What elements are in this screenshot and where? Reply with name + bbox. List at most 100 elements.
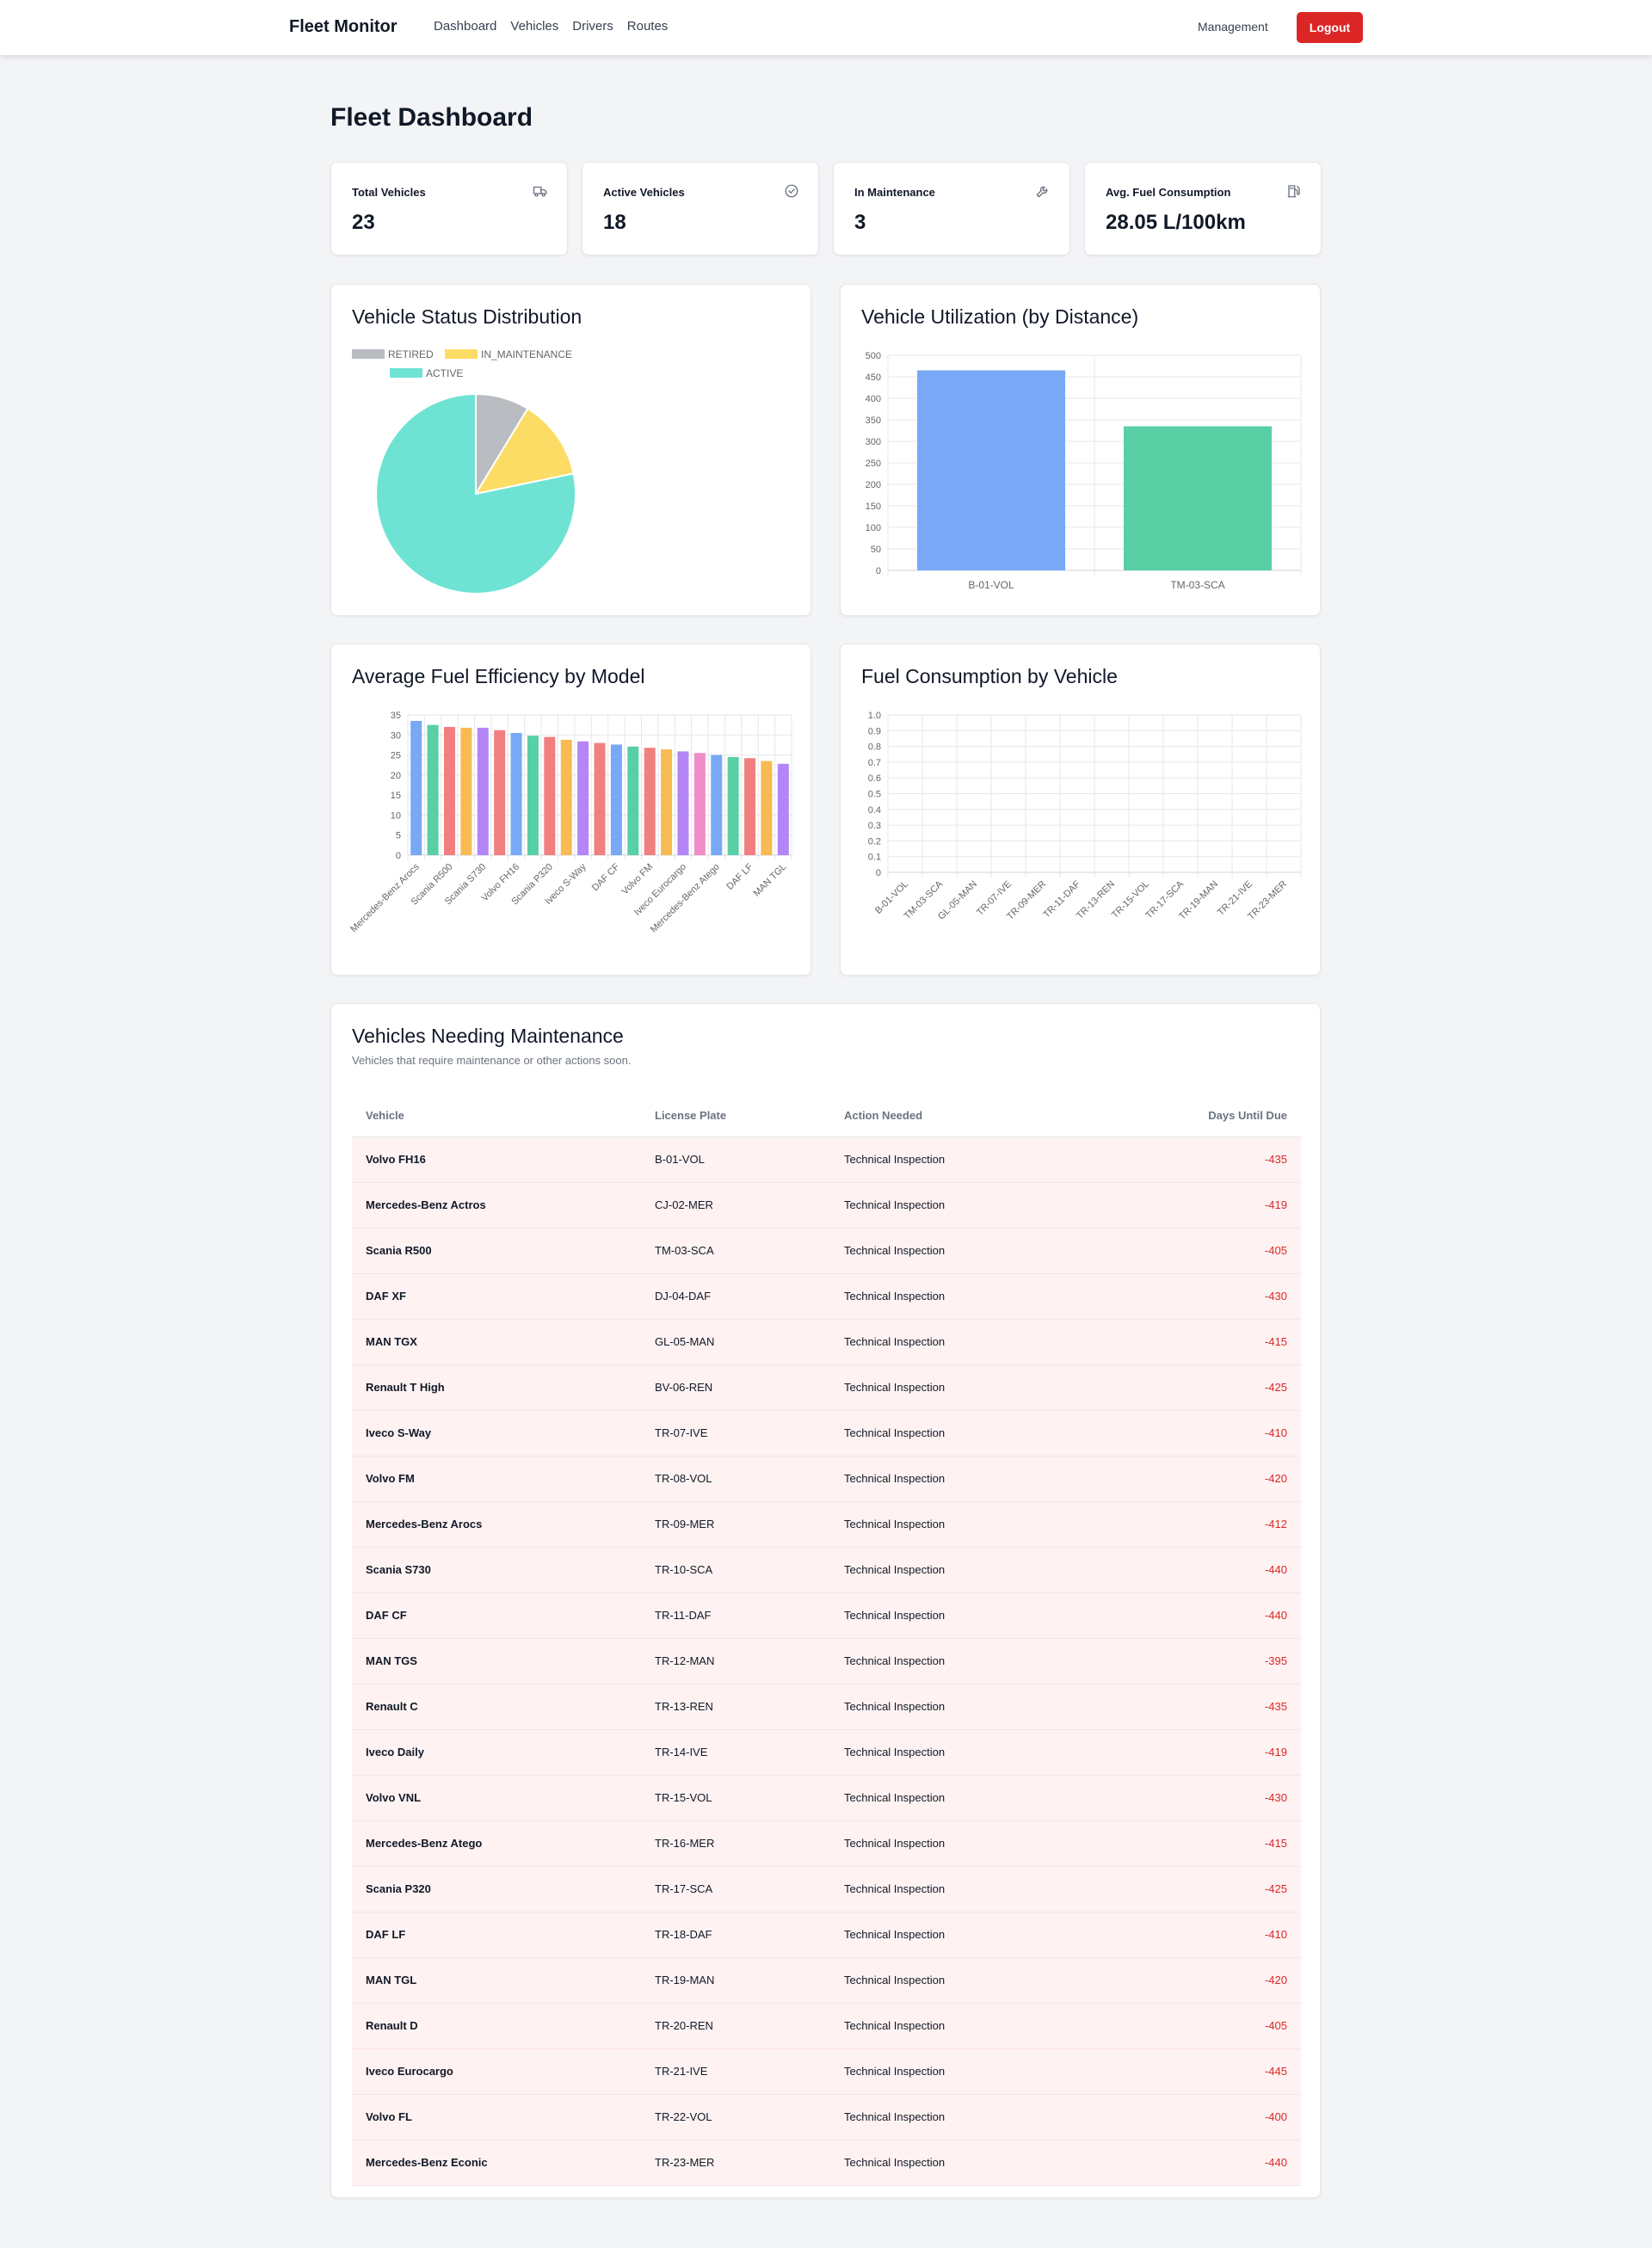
- action-cell: Technical Inspection: [830, 1364, 1157, 1411]
- table-row[interactable]: Mercedes-Benz Actros CJ-02-MER Technical I…: [352, 1182, 1301, 1229]
- table-row[interactable]: Renault D TR-20-REN Technical Inspection -4…: [352, 2003, 1301, 2049]
- table-row[interactable]: Renault T High BV-06-REN Technical Inspect…: [352, 1364, 1301, 1411]
- table-row[interactable]: Volvo FM TR-08-VOL Technical Inspection -42…: [352, 1456, 1301, 1502]
- legend-swatch[interactable]: [390, 368, 422, 378]
- vehicle-cell: Scania P320: [352, 1866, 641, 1912]
- days-until-due-cell: -440: [1157, 1547, 1301, 1593]
- y-tick-label: 0.8: [868, 742, 881, 753]
- table-row[interactable]: Scania R500 TM-03-SCA Technical Inspection…: [352, 1228, 1301, 1274]
- bar[interactable]: [627, 746, 639, 855]
- bar[interactable]: [460, 727, 472, 855]
- y-tick-label: 250: [866, 459, 881, 469]
- nav-routes[interactable]: Routes: [626, 19, 669, 34]
- legend-swatch[interactable]: [352, 349, 385, 359]
- bar[interactable]: [560, 739, 572, 855]
- vehicle-cell: Mercedes-Benz Atego: [352, 1820, 641, 1867]
- vehicle-cell: MAN TGX: [352, 1319, 641, 1365]
- action-cell: Technical Inspection: [830, 1638, 1157, 1684]
- bar[interactable]: [427, 724, 439, 855]
- vehicle-cell: Scania S730: [352, 1547, 641, 1593]
- y-tick-label: 0.1: [868, 853, 881, 863]
- table-row[interactable]: Scania S730 TR-10-SCA Technical Inspection…: [352, 1547, 1301, 1593]
- legend-swatch[interactable]: [445, 349, 478, 359]
- action-cell: Technical Inspection: [830, 1228, 1157, 1274]
- days-until-due-cell: -430: [1157, 1775, 1301, 1821]
- days-until-due-cell: -430: [1157, 1273, 1301, 1320]
- bar[interactable]: [594, 742, 606, 855]
- table-row[interactable]: Mercedes-Benz Arocs TR-09-MER Technical In…: [352, 1501, 1301, 1548]
- table-row[interactable]: MAN TGL TR-19-MAN Technical Inspection -420: [352, 1957, 1301, 2004]
- bar[interactable]: [510, 732, 522, 855]
- table-row[interactable]: DAF XF DJ-04-DAF Technical Inspection -430: [352, 1273, 1301, 1320]
- table-row[interactable]: Iveco Daily TR-14-IVE Technical Inspection…: [352, 1729, 1301, 1776]
- nav-vehicles[interactable]: Vehicles: [510, 19, 559, 34]
- col-vehicle: Vehicle: [352, 1095, 641, 1137]
- action-cell: Technical Inspection: [830, 1820, 1157, 1867]
- bar[interactable]: [494, 730, 506, 855]
- table-row[interactable]: DAF CF TR-11-DAF Technical Inspection -440: [352, 1592, 1301, 1639]
- pie-slice[interactable]: [375, 392, 576, 594]
- table-row[interactable]: MAN TGX GL-05-MAN Technical Inspection -415: [352, 1319, 1301, 1365]
- table-row[interactable]: Renault C TR-13-REN Technical Inspection -4…: [352, 1684, 1301, 1730]
- y-tick-label: 5: [396, 831, 401, 841]
- table-row[interactable]: Scania P320 TR-17-SCA Technical Inspection…: [352, 1866, 1301, 1912]
- bar[interactable]: [761, 761, 773, 855]
- bar[interactable]: [610, 744, 622, 855]
- table-row[interactable]: Mercedes-Benz Atego TR-16-MER Technical In…: [352, 1820, 1301, 1867]
- x-tick-label: Volvo FM: [620, 862, 655, 897]
- bar[interactable]: [777, 763, 789, 855]
- table-row[interactable]: Iveco Eurocargo TR-21-IVE Technical Inspec…: [352, 2048, 1301, 2095]
- table-row[interactable]: Volvo FL TR-22-VOL Technical Inspection -40…: [352, 2094, 1301, 2140]
- y-tick-label: 450: [866, 373, 881, 383]
- bar[interactable]: [410, 720, 422, 855]
- bar[interactable]: [1124, 426, 1272, 571]
- table-row[interactable]: MAN TGS TR-12-MAN Technical Inspection -395: [352, 1638, 1301, 1684]
- license-plate-cell: TR-10-SCA: [641, 1547, 830, 1593]
- table-row[interactable]: Volvo FH16 B-01-VOL Technical Inspection -4…: [352, 1136, 1301, 1183]
- col-license-plate: License Plate: [641, 1095, 830, 1137]
- brand-logo[interactable]: Fleet Monitor: [289, 17, 398, 36]
- bar[interactable]: [917, 370, 1065, 571]
- days-until-due-cell: -420: [1157, 1957, 1301, 2004]
- table-header-row: Vehicle License Plate Action Needed Days…: [352, 1095, 1301, 1137]
- bar[interactable]: [527, 736, 539, 855]
- vehicle-status-pie-chart: RETIRED IN_MAINTENANCE ACTIVE: [352, 348, 576, 594]
- vehicle-cell: Volvo FH16: [352, 1136, 641, 1183]
- table-row[interactable]: Volvo VNL TR-15-VOL Technical Inspection -4…: [352, 1775, 1301, 1821]
- y-tick-label: 10: [391, 810, 401, 821]
- x-tick-label: DAF CF: [590, 861, 622, 893]
- pie-slice[interactable]: [473, 407, 575, 496]
- bar[interactable]: [711, 754, 723, 855]
- days-until-due-cell: -405: [1157, 1228, 1301, 1274]
- bar[interactable]: [744, 758, 756, 855]
- action-cell: Technical Inspection: [830, 1273, 1157, 1320]
- days-until-due-cell: -412: [1157, 1501, 1301, 1548]
- bar[interactable]: [477, 727, 489, 855]
- license-plate-cell: TR-16-MER: [641, 1820, 830, 1867]
- bar[interactable]: [693, 753, 706, 855]
- bar[interactable]: [661, 749, 673, 855]
- maintenance-table: Vehicle License Plate Action Needed Days…: [352, 1095, 1301, 2186]
- y-tick-label: 0.4: [868, 805, 881, 816]
- stat-label: In Maintenance: [854, 186, 935, 199]
- stat-value: 23: [352, 211, 375, 234]
- table-row[interactable]: Mercedes-Benz Econic TR-23-MER Technical I…: [352, 2140, 1301, 2186]
- table-row[interactable]: DAF LF TR-18-DAF Technical Inspection -410: [352, 1912, 1301, 1958]
- bar[interactable]: [677, 751, 689, 855]
- bar[interactable]: [544, 736, 556, 855]
- stat-label: Avg. Fuel Consumption: [1106, 186, 1231, 199]
- nav-drivers[interactable]: Drivers: [572, 19, 613, 34]
- nav-dashboard[interactable]: Dashboard: [434, 19, 497, 34]
- table-row[interactable]: Iveco S-Way TR-07-IVE Technical Inspection…: [352, 1410, 1301, 1457]
- bar[interactable]: [577, 741, 589, 855]
- logout-button[interactable]: Logout: [1297, 12, 1363, 43]
- x-tick-label: DAF LF: [724, 861, 755, 891]
- table-title: Vehicles Needing Maintenance: [352, 1025, 624, 1047]
- top-navbar: Fleet Monitor Dashboard Vehicles Drivers…: [0, 0, 1652, 55]
- license-plate-cell: TR-09-MER: [641, 1501, 830, 1548]
- bar[interactable]: [727, 756, 739, 855]
- management-link[interactable]: Management: [1198, 20, 1268, 34]
- bar[interactable]: [644, 748, 656, 855]
- x-tick-label: B-01-VOL: [968, 579, 1014, 591]
- bar[interactable]: [443, 726, 455, 855]
